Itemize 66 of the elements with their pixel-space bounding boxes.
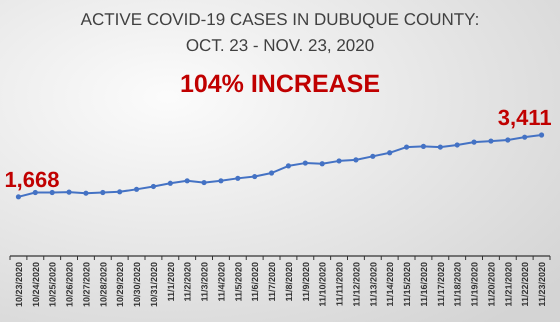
point	[404, 144, 410, 150]
point	[184, 178, 190, 184]
x-tick-label: 10/27/2020	[81, 262, 92, 308]
x-tick-label: 11/1/2020	[166, 262, 176, 302]
x-tick-label: 11/2/2020	[182, 262, 193, 302]
x-tick-label: 11/15/2020	[402, 262, 412, 307]
x-tick-label: 11/11/2020	[334, 262, 345, 306]
point	[522, 134, 528, 140]
x-tick-label: 10/30/2020	[132, 262, 142, 308]
x-tick-label: 10/25/2020	[48, 262, 58, 308]
x-tick-label: 11/9/2020	[300, 262, 311, 302]
point	[302, 160, 308, 166]
x-tick-label: 10/26/2020	[64, 262, 75, 308]
x-tick-label: 11/13/2020	[368, 262, 378, 307]
point	[454, 142, 460, 148]
point	[420, 144, 426, 149]
x-tick-label: 11/10/2020	[318, 262, 328, 307]
point	[538, 132, 544, 138]
point	[336, 158, 342, 164]
x-tick-label: 11/16/2020	[418, 262, 429, 307]
point	[201, 180, 207, 186]
x-tick-label: 11/12/2020	[351, 262, 362, 307]
point	[134, 186, 140, 192]
point	[66, 190, 72, 195]
x-tick-label: 11/22/2020	[520, 262, 530, 307]
x-tick-label: 11/4/2020	[216, 262, 226, 302]
point	[168, 180, 173, 186]
point	[83, 190, 89, 196]
x-tick-label: 10/23/2020	[14, 262, 24, 308]
point	[320, 161, 325, 166]
x-tick-label: 11/7/2020	[267, 262, 278, 302]
x-tick-label: 10/29/2020	[115, 262, 126, 308]
point	[488, 138, 494, 144]
point	[252, 174, 258, 180]
point	[218, 178, 224, 184]
chart-subtitle: 104% INCREASE	[180, 70, 380, 98]
x-tick-label: 11/19/2020	[470, 262, 480, 307]
x-tick-label: 11/14/2020	[385, 262, 396, 307]
x-tick-label: 11/3/2020	[200, 262, 210, 302]
point	[268, 170, 274, 176]
point	[100, 190, 106, 196]
x-tick-label: 11/5/2020	[233, 262, 244, 302]
x-tick-label: 11/18/2020	[452, 262, 463, 307]
x-tick-label: 10/28/2020	[98, 262, 108, 308]
point	[16, 194, 22, 200]
data-label: 1,668	[4, 166, 60, 192]
point	[471, 140, 477, 145]
x-tick-label: 11/8/2020	[284, 262, 294, 302]
x-tick-label: 11/21/2020	[503, 262, 514, 307]
point	[387, 150, 392, 156]
point	[353, 157, 359, 162]
x-tick-label: 11/20/2020	[486, 262, 496, 307]
x-tick-label: 11/23/2020	[537, 262, 548, 307]
point	[235, 176, 240, 181]
point	[117, 189, 122, 194]
chart-title: ACTIVE COVID-19 CASES IN DUBUQUE COUNTY: OCT. 23 - NOV. 23, 2020	[80, 10, 480, 55]
x-tick-label: 11/17/2020	[436, 262, 446, 307]
x-tick-label: 10/24/2020	[30, 262, 41, 308]
point	[505, 137, 510, 143]
point	[150, 184, 156, 190]
point	[286, 163, 292, 168]
point	[438, 144, 443, 150]
point	[370, 154, 376, 159]
x-tick-label: 11/6/2020	[250, 262, 260, 302]
x-tick-label: 10/31/2020	[148, 262, 159, 308]
data-label: 3,411	[498, 105, 552, 130]
